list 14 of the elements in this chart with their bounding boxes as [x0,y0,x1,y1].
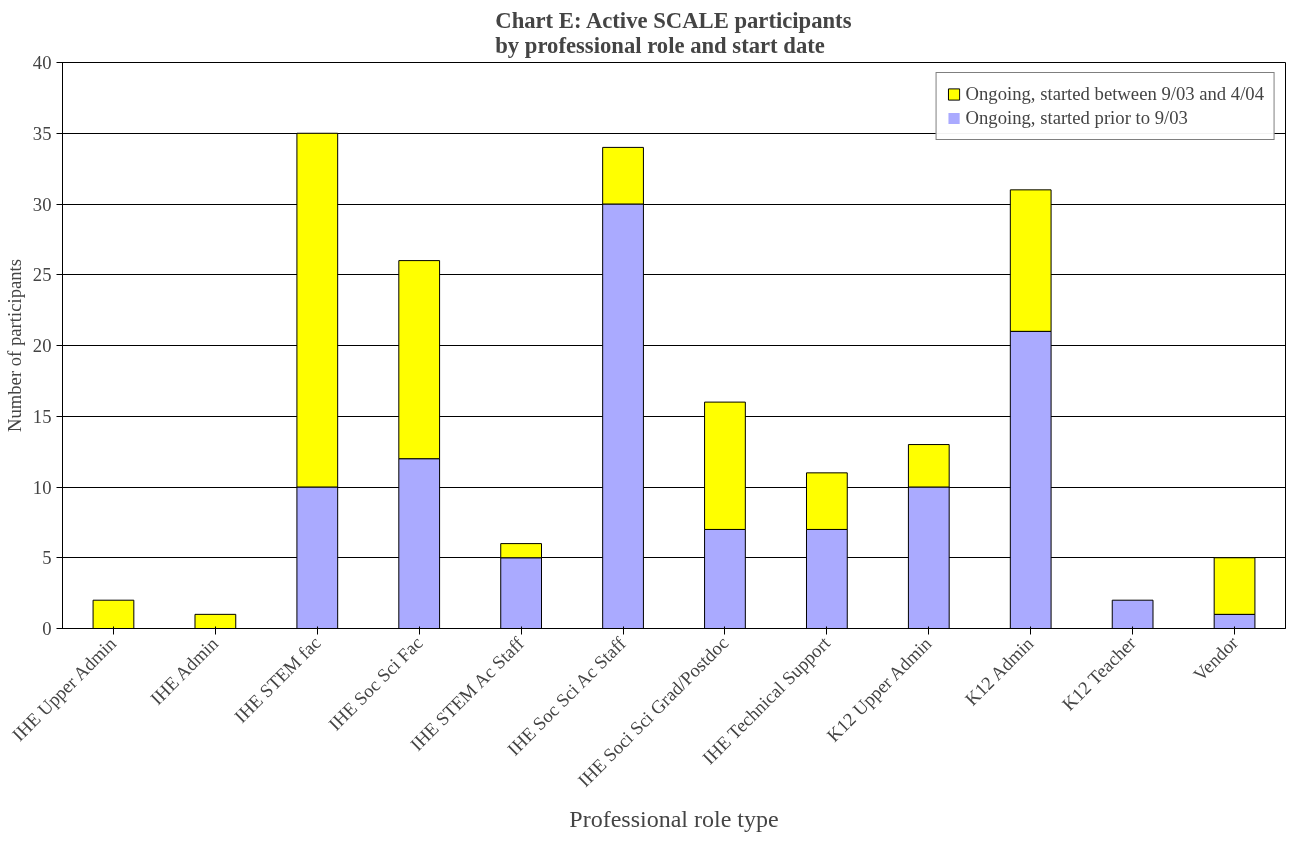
y-tick-label: 40 [32,52,52,73]
y-tick-label: 20 [32,335,52,356]
chart-title: Chart E: Active SCALE participants by professional role and start date [495,7,852,58]
y-tick-label: 25 [32,264,52,286]
y-tick-label: 35 [32,122,52,144]
y-axis-title: Number of participants [3,258,25,433]
legend-label: Ongoing, started prior to 9/03 [965,107,1188,129]
y-tick-label: 5 [42,547,52,569]
y-tick-label: 10 [32,476,52,498]
x-axis-title: Professional role type [569,806,779,833]
y-tick-label: 15 [32,405,52,427]
legend-label: Ongoing, started between 9/03 and 4/04 [965,83,1264,105]
y-tick-label: 30 [32,193,52,215]
y-tick-label: 0 [42,618,52,639]
